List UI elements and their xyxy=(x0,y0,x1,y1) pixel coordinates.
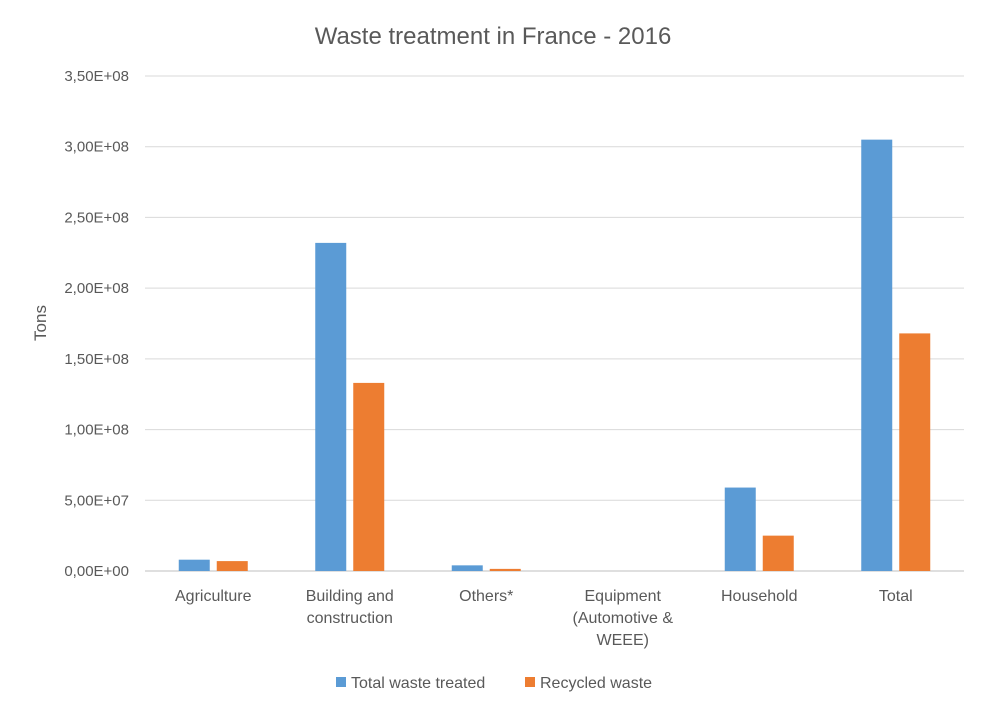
legend: Total waste treated Recycled waste xyxy=(336,675,652,692)
legend-swatch xyxy=(336,677,346,687)
chart-title: Waste treatment in France - 2016 xyxy=(315,23,672,50)
y-tick-label: 1,00E+08 xyxy=(64,422,129,439)
legend-label: Recycled waste xyxy=(540,675,652,692)
y-tick-label: 3,50E+08 xyxy=(64,68,129,85)
y-tick-label: 1,50E+08 xyxy=(64,351,129,368)
y-axis-label: Tons xyxy=(31,305,50,341)
x-tick-label: Total xyxy=(879,588,913,605)
y-tick-label: 2,00E+08 xyxy=(64,280,129,297)
bar xyxy=(216,561,248,571)
bar xyxy=(899,333,931,571)
bar xyxy=(762,535,794,571)
bar xyxy=(353,382,385,571)
x-tick-label: Others* xyxy=(459,588,513,605)
bars xyxy=(178,139,931,571)
legend-item: Total waste treated xyxy=(336,675,485,692)
y-tick-label: 2,50E+08 xyxy=(64,209,129,226)
legend-label: Total waste treated xyxy=(351,675,485,692)
y-tick-label: 5,00E+07 xyxy=(64,492,129,509)
y-axis-ticks: 0,00E+00 5,00E+07 1,00E+08 1,50E+08 2,00E+08… xyxy=(64,68,129,580)
bar xyxy=(861,139,893,571)
x-tick-label: Equipment (Automotive & WEEE) xyxy=(573,588,674,649)
legend-swatch xyxy=(525,677,535,687)
bar xyxy=(451,565,483,571)
x-tick-label: Building and construction xyxy=(306,588,394,627)
x-tick-label: Household xyxy=(721,588,798,605)
x-axis-ticks: Agriculture Building and construction Other… xyxy=(175,588,913,649)
y-tick-label: 3,00E+08 xyxy=(64,139,129,156)
bar xyxy=(724,487,756,571)
bar xyxy=(315,242,347,571)
y-tick-label: 0,00E+00 xyxy=(64,563,129,580)
gridlines xyxy=(145,75,964,572)
x-tick-label: Agriculture xyxy=(175,588,252,605)
legend-item: Recycled waste xyxy=(525,675,652,692)
bar xyxy=(178,559,210,571)
bar xyxy=(489,568,521,571)
